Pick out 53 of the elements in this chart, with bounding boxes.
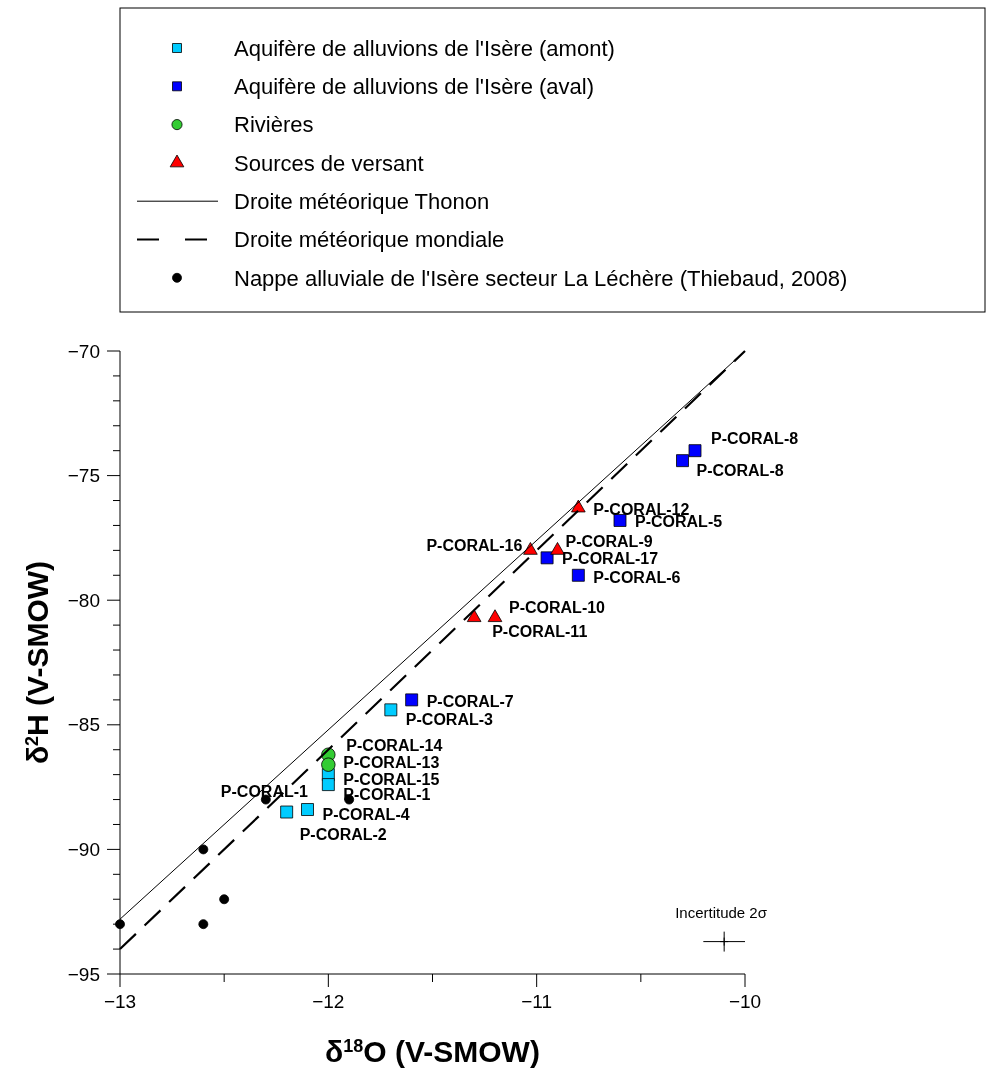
annotation: P-CORAL-5 <box>635 513 723 531</box>
legend-label: Nappe alluviale de l'Isère secteur La Léchère (Thiebaud, 2008) <box>234 265 848 291</box>
y-tick-label: −95 <box>67 963 100 985</box>
annotation: P-CORAL-3 <box>405 711 494 729</box>
x-axis-title: δ$^{18}$O (V-SMOW) <box>325 1035 540 1068</box>
point <box>321 778 335 792</box>
point <box>280 805 294 819</box>
point <box>676 454 689 468</box>
y-tick-label: −70 <box>67 340 100 362</box>
annotation: P-CORAL-8 <box>696 462 784 480</box>
legend-label: Rivières <box>234 112 314 138</box>
annotation: P-CORAL-11 <box>492 623 588 641</box>
annotation: P-CORAL-15 <box>343 771 440 789</box>
annotation: P-CORAL-7 <box>426 693 514 711</box>
point <box>688 444 702 458</box>
annotation: P-CORAL-13 <box>343 754 440 772</box>
point <box>321 757 336 772</box>
x-tick-label: −13 <box>103 991 137 1012</box>
legend-label: Aquifère de alluvions de l'Isère (amont) <box>234 35 615 61</box>
point <box>487 609 503 622</box>
annotation: P-CORAL-4 <box>322 806 410 824</box>
point <box>550 542 565 555</box>
y-tick-label: −90 <box>67 839 100 861</box>
annotation: Incertitude 2σ <box>675 903 768 921</box>
annotation: P-CORAL-16 <box>426 536 523 554</box>
annotation: P-CORAL-6 <box>593 568 681 586</box>
point <box>115 919 125 930</box>
legend-label: Droite météorique Thonon <box>234 188 490 214</box>
legend-label: Droite météorique mondiale <box>234 227 505 253</box>
x-tick-label: −10 <box>728 991 762 1012</box>
annotation: P-CORAL-10 <box>509 599 606 617</box>
point <box>198 844 209 855</box>
y-tick-label: −85 <box>67 714 100 736</box>
legend-label: Aquifère de alluvions de l'Isère (aval) <box>234 74 595 99</box>
annotation: P-CORAL-9 <box>565 532 653 550</box>
point <box>719 937 729 947</box>
point <box>219 894 230 905</box>
x-tick-label: −12 <box>312 991 345 1012</box>
legend-label: Sources de versant <box>234 150 424 176</box>
annotation: P-CORAL-2 <box>299 825 387 843</box>
annotation: P-CORAL-17 <box>562 550 659 568</box>
point <box>384 703 398 717</box>
annotation: P-CORAL-8 <box>711 430 799 448</box>
point <box>405 693 419 707</box>
point <box>198 919 209 930</box>
point <box>571 568 585 582</box>
point <box>301 803 314 816</box>
point <box>540 551 554 565</box>
y-tick-label: −80 <box>67 589 100 611</box>
x-tick-label: −11 <box>521 991 553 1012</box>
point <box>466 609 482 622</box>
y-tick-label: −75 <box>67 465 100 487</box>
annotation: P-CORAL-14 <box>346 737 443 755</box>
